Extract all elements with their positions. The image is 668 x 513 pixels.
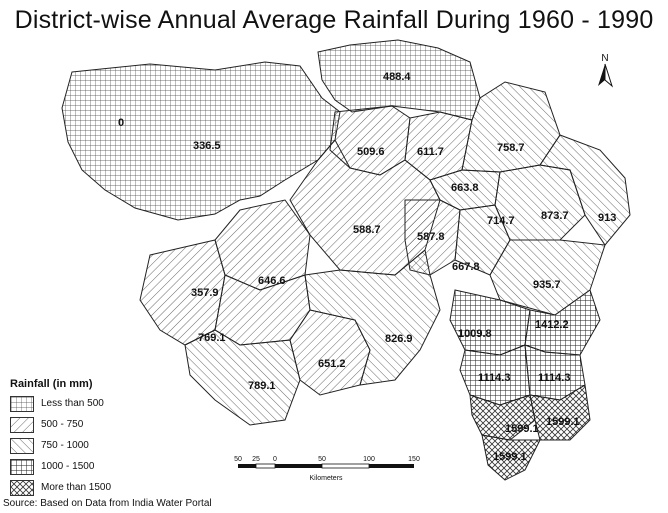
legend-swatch-more-than-1500 — [10, 479, 34, 496]
district-kutch — [61, 61, 341, 221]
map-title: District-wise Annual Average Rainfall Du… — [14, 6, 654, 34]
scale-tick: 50 — [318, 456, 326, 463]
label-kutch: 336.5 — [193, 140, 221, 152]
legend-item: 1000 - 1500 — [10, 456, 120, 477]
label-navsari: 1599.1 — [505, 423, 539, 435]
legend-label: 1000 - 1500 — [41, 461, 95, 472]
district-dangs — [529, 384, 591, 441]
label-valsad: 1599.1 — [493, 451, 527, 463]
legend-swatch-500-750 — [10, 416, 34, 433]
label-sabarkantha: 758.7 — [497, 142, 525, 154]
north-label: N — [601, 53, 608, 64]
scale-tick: 25 — [252, 456, 260, 463]
label-bharuch: 1009.8 — [458, 328, 492, 340]
scale-tick: 50 — [234, 456, 242, 463]
label-amreli: 651.2 — [318, 358, 346, 370]
legend-swatch-750-1000 — [10, 437, 34, 454]
scale-tick: 100 — [363, 456, 375, 463]
label-banaskantha: 488.4 — [383, 71, 411, 83]
district-panchmahal — [494, 164, 586, 241]
legend-label: 750 - 1000 — [41, 440, 89, 451]
label-panchmahal: 873.7 — [541, 210, 569, 222]
label-anand: 667.8 — [452, 261, 480, 273]
label-dangs: 1599.1 — [546, 416, 580, 428]
legend-label: More than 1500 — [41, 482, 112, 493]
district-navsari — [469, 394, 536, 441]
legend-title: Rainfall (in mm) — [10, 378, 93, 390]
scale-unit: Kilometers — [309, 475, 343, 482]
label-porbandar: 769.1 — [198, 332, 226, 344]
legend-label: Less than 500 — [41, 398, 104, 409]
scale-tick: 150 — [408, 456, 420, 463]
label-ahmedabad: 587.8 — [417, 231, 445, 243]
label-junagadh: 789.1 — [248, 380, 276, 392]
district-bhavnagar — [304, 249, 441, 386]
label-tapi: 1114.3 — [538, 372, 570, 384]
legend-item: 750 - 1000 — [10, 435, 120, 456]
legend-swatch-less-than-500 — [10, 395, 34, 412]
label-jamnagar: 357.9 — [191, 287, 219, 299]
north-arrow-icon: N — [598, 53, 614, 88]
label-kheda: 714.7 — [487, 215, 515, 227]
label-gandhinagar: 663.8 — [451, 182, 479, 194]
label-dahod: 913 — [598, 212, 616, 224]
legend-item: Less than 500 — [10, 393, 120, 414]
label-narmada: 1412.2 — [535, 319, 569, 331]
source-note: Source: Based on Data from India Water P… — [3, 498, 212, 509]
label-patan: 509.6 — [357, 146, 385, 158]
legend-swatch-1000-1500 — [10, 458, 34, 475]
scale-tick: 0 — [273, 456, 277, 463]
legend: Rainfall (in mm) Less than 500 500 - 750… — [10, 378, 120, 498]
legend-item: More than 1500 — [10, 477, 120, 498]
label-surat: 1114.3 — [478, 372, 510, 384]
label-surendranagar: 588.7 — [353, 224, 381, 236]
label-rajkot: 646.6 — [258, 275, 286, 287]
district-valsad — [481, 434, 541, 481]
district-junagadh — [184, 329, 301, 426]
label-kutch-west: 0 — [118, 117, 124, 129]
legend-label: 500 - 750 — [41, 419, 84, 430]
legend-item: 500 - 750 — [10, 414, 120, 435]
scale-bar: 50 25 0 50 100 150 Kilometers — [234, 456, 420, 482]
label-bhavnagar: 826.9 — [385, 333, 413, 345]
district-labels: 488.4 0 336.5 509.6 611.7 758.7 663.8 71… — [118, 71, 616, 463]
label-mehsana: 611.7 — [417, 146, 444, 158]
label-vadodara: 935.7 — [533, 279, 561, 291]
